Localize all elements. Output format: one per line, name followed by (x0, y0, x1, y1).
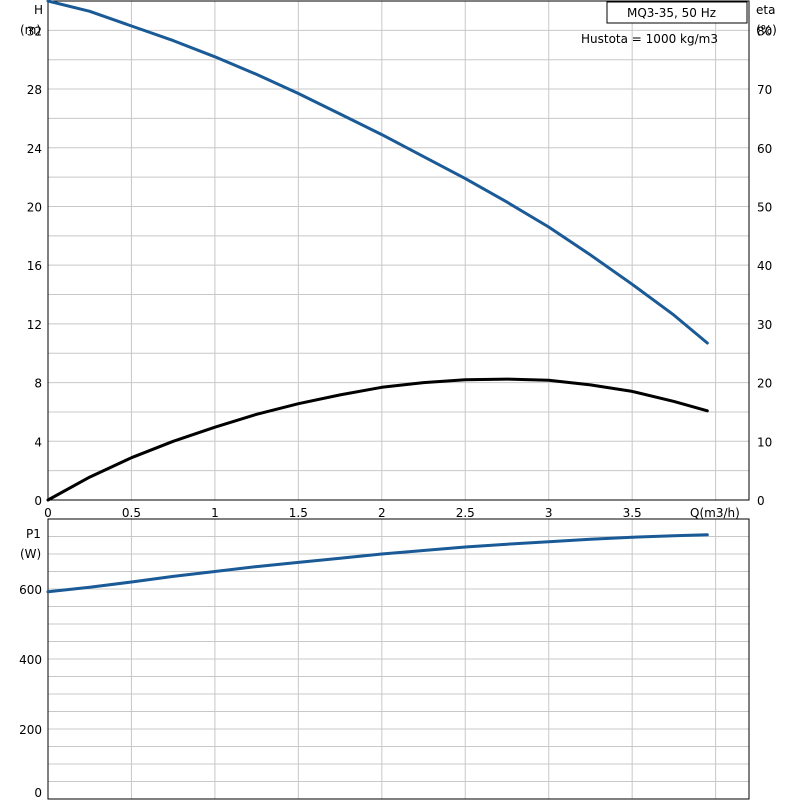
right-tick-label: 60 (757, 142, 772, 156)
left-tick-label: 0 (34, 494, 42, 508)
right-tick-label: 20 (757, 377, 772, 391)
right-tick-label: 10 (757, 435, 772, 449)
bottom-tick-labels: 0 200 400 600 (19, 583, 42, 800)
head-curve (46, 0, 709, 345)
bottom-tick-label: 200 (19, 723, 42, 737)
chart-title: MQ3-35, 50 Hz (627, 6, 716, 20)
right-tick-label: 40 (757, 259, 772, 273)
right-axis-label: eta (756, 3, 775, 17)
bottom-tick-label: 400 (19, 653, 42, 667)
left-tick-label: 24 (27, 142, 42, 156)
x-tick-label: 1.5 (289, 506, 308, 520)
right-tick-label: 50 (757, 200, 772, 214)
left-tick-label: 16 (27, 259, 42, 273)
top-grid (48, 1, 749, 500)
bottom-plot-frame (47, 518, 750, 800)
bottom-series (46, 533, 709, 594)
right-axis-unit: (%) (756, 23, 777, 37)
x-tick-label: 0 (44, 506, 52, 520)
left-tick-label: 8 (34, 377, 42, 391)
x-tick-label: 2 (378, 506, 386, 520)
left-tick-label: 4 (34, 435, 42, 449)
x-tick-label: 3 (545, 506, 553, 520)
left-tick-label: 28 (27, 83, 42, 97)
title-box (606, 1, 748, 24)
left-tick-label: 20 (27, 200, 42, 214)
top-plot-frame (47, 0, 750, 501)
bottom-tick-label: 600 (19, 583, 42, 597)
bottom-tick-label: 0 (34, 786, 42, 800)
left-tick-label: 32 (27, 24, 42, 38)
left-axis-unit: (m) (20, 23, 41, 37)
top-series (46, 0, 709, 502)
power-curve (46, 533, 709, 594)
bottom-axis-label: P1 (26, 527, 41, 541)
x-tick-label: 0.5 (122, 506, 141, 520)
left-axis-label: H (34, 3, 43, 17)
right-tick-label: 30 (757, 318, 772, 332)
x-tick-label: 2.5 (456, 506, 475, 520)
bottom-axis-unit: (W) (20, 547, 41, 561)
right-tick-label: 0 (757, 494, 765, 508)
bottom-grid (48, 519, 749, 799)
x-axis-label: Q(m3/h) (690, 506, 740, 520)
left-tick-label: 12 (27, 318, 42, 332)
density-annotation: Hustota = 1000 kg/m3 (581, 32, 718, 46)
top-tick-labels: 0 0.5 1 1.5 2 2.5 3 3.5 0 4 8 12 16 20 24 28 32 0 10 20 30 40… (27, 24, 773, 520)
right-tick-label: 70 (757, 83, 772, 97)
x-tick-label: 3.5 (623, 506, 642, 520)
x-tick-label: 1 (211, 506, 219, 520)
efficiency-curve (46, 377, 709, 502)
right-tick-label: 80 (757, 24, 772, 38)
